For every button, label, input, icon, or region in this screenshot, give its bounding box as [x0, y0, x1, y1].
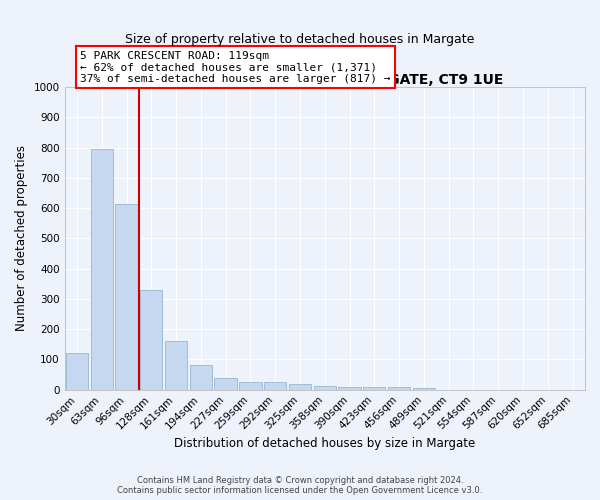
Bar	[289, 384, 311, 390]
Bar	[239, 382, 262, 390]
Bar	[363, 388, 385, 390]
Bar	[165, 342, 187, 390]
Bar	[264, 382, 286, 390]
Bar	[140, 290, 163, 390]
Text: Contains HM Land Registry data © Crown copyright and database right 2024.
Contai: Contains HM Land Registry data © Crown c…	[118, 476, 482, 495]
Bar	[338, 388, 361, 390]
X-axis label: Distribution of detached houses by size in Margate: Distribution of detached houses by size …	[174, 437, 475, 450]
Bar	[91, 149, 113, 390]
Bar	[66, 354, 88, 390]
Text: 5 PARK CRESCENT ROAD: 119sqm
← 62% of detached houses are smaller (1,371)
37% of: 5 PARK CRESCENT ROAD: 119sqm ← 62% of de…	[80, 51, 391, 84]
Bar	[388, 388, 410, 390]
Bar	[115, 204, 137, 390]
Bar	[314, 386, 336, 390]
Bar	[214, 378, 237, 390]
Title: 5, PARK CRESCENT ROAD, MARGATE, CT9 1UE: 5, PARK CRESCENT ROAD, MARGATE, CT9 1UE	[146, 73, 503, 87]
Y-axis label: Number of detached properties: Number of detached properties	[15, 146, 28, 332]
Bar	[413, 388, 435, 390]
Bar	[190, 364, 212, 390]
Text: Size of property relative to detached houses in Margate: Size of property relative to detached ho…	[125, 32, 475, 46]
